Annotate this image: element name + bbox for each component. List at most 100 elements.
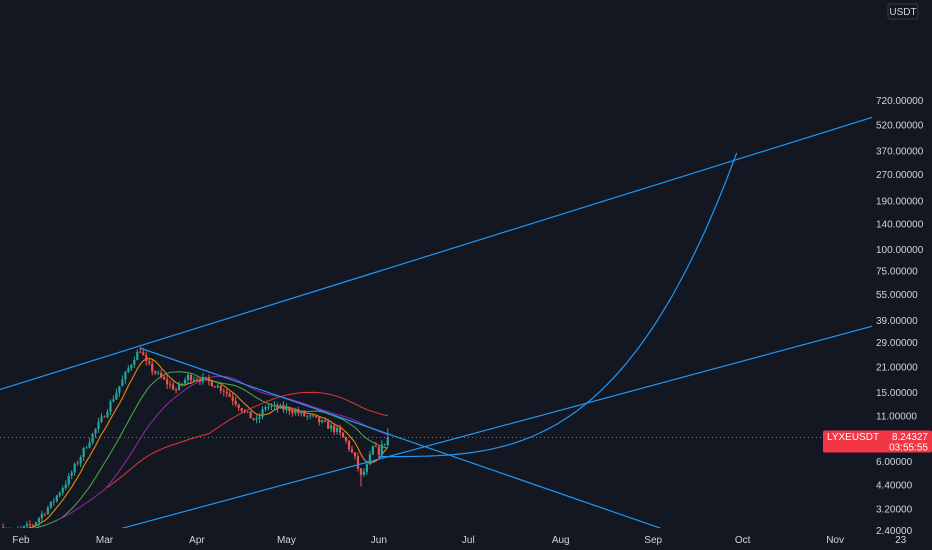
candle-body	[249, 411, 252, 419]
candle-body	[359, 468, 363, 475]
candle-body	[338, 427, 342, 433]
candle-body	[82, 447, 85, 458]
candle-body	[353, 452, 357, 457]
candle-body	[103, 416, 106, 418]
candle-body	[252, 418, 255, 420]
x-tick-label: Jun	[371, 535, 387, 546]
candle-body	[377, 446, 380, 455]
time-axis[interactable]: Feb Mar Apr May Jun Jul Aug Sep Oct Nov 23	[12, 535, 906, 546]
candle-body	[118, 386, 121, 393]
y-tick-label: 39.00000	[876, 316, 918, 327]
candle-body	[207, 377, 210, 382]
candle-body	[189, 374, 193, 381]
candle-body	[67, 475, 70, 485]
candle-body	[204, 376, 207, 378]
candle-body	[198, 379, 202, 382]
candle-body	[127, 368, 130, 372]
y-tick-label: 4.40000	[876, 480, 913, 491]
candle-body	[273, 404, 276, 406]
ma-red-line	[107, 391, 388, 488]
candles	[2, 346, 389, 528]
x-tick-label: Oct	[735, 535, 751, 546]
candle-body	[163, 377, 166, 380]
candle-body	[386, 437, 389, 446]
candle-body	[219, 385, 222, 391]
candle-body	[195, 379, 199, 381]
candle-body	[267, 406, 270, 408]
candle-body	[282, 405, 285, 410]
candle-body	[333, 425, 336, 432]
candle-body	[341, 432, 345, 438]
candle-body	[291, 411, 294, 414]
candle-body	[324, 420, 327, 422]
candle-body	[368, 454, 371, 465]
lower-support[interactable]	[90, 319, 901, 538]
candle-body	[312, 415, 315, 417]
candle-body	[362, 471, 366, 475]
candle-body	[330, 425, 333, 429]
candle-body	[365, 464, 369, 472]
y-tick-label: 370.00000	[876, 146, 924, 157]
x-tick-label: Apr	[189, 535, 205, 546]
candle-body	[157, 372, 160, 374]
candle-body	[100, 416, 103, 422]
candle-body	[136, 351, 139, 361]
candle-body	[306, 415, 309, 417]
candle-body	[76, 463, 79, 465]
candle-body	[228, 393, 231, 397]
x-tick-label: Feb	[12, 535, 30, 546]
parabolic-curve[interactable]	[378, 152, 738, 458]
candle-body	[183, 379, 187, 384]
candle-body	[109, 401, 112, 412]
y-tick-label: 720.00000	[876, 96, 924, 107]
candle-body	[169, 384, 172, 386]
candle-body	[171, 384, 175, 390]
candle-body	[231, 396, 234, 401]
upper-channel[interactable]	[0, 108, 901, 391]
x-tick-label: Aug	[552, 535, 570, 546]
candle-body	[2, 527, 5, 528]
candle-body	[383, 443, 386, 445]
plot-area[interactable]	[0, 108, 901, 537]
candle-body	[237, 404, 240, 409]
candle-body	[350, 449, 354, 453]
candle-body	[371, 446, 374, 455]
candle-body	[79, 457, 82, 464]
price-badge[interactable]	[823, 430, 932, 453]
candle-body	[31, 525, 35, 527]
candle-body	[246, 411, 249, 413]
candle-body	[121, 379, 124, 387]
candle-body	[303, 411, 306, 416]
candle-body	[112, 399, 115, 402]
candle-body	[300, 411, 303, 414]
ma-orange-line	[26, 357, 389, 528]
unit-label: USDT	[889, 7, 916, 18]
x-tick-label: Nov	[826, 535, 844, 546]
unit-box[interactable]	[887, 3, 919, 20]
candle-body	[40, 513, 43, 519]
candle-body	[294, 410, 297, 414]
candle-body	[177, 383, 181, 390]
candle-body	[166, 379, 169, 385]
candle-body	[201, 376, 205, 382]
candle-body	[174, 389, 178, 391]
candle-body	[37, 518, 40, 523]
candle-body	[43, 513, 46, 515]
x-tick-label: Mar	[96, 535, 114, 546]
price-badge-countdown: 03:55:55	[889, 443, 928, 454]
candle-body	[97, 421, 100, 429]
candle-body	[380, 444, 383, 455]
candle-body	[142, 352, 145, 356]
candle-body	[94, 428, 97, 434]
candle-body	[70, 472, 73, 476]
candle-body	[374, 446, 377, 448]
price-badge-value: 8.24327	[892, 432, 929, 443]
candle-body	[258, 416, 261, 419]
candle-body	[309, 415, 312, 417]
candle-body	[61, 488, 64, 493]
descending-resistance[interactable]	[140, 347, 686, 537]
candle-body	[213, 386, 216, 388]
